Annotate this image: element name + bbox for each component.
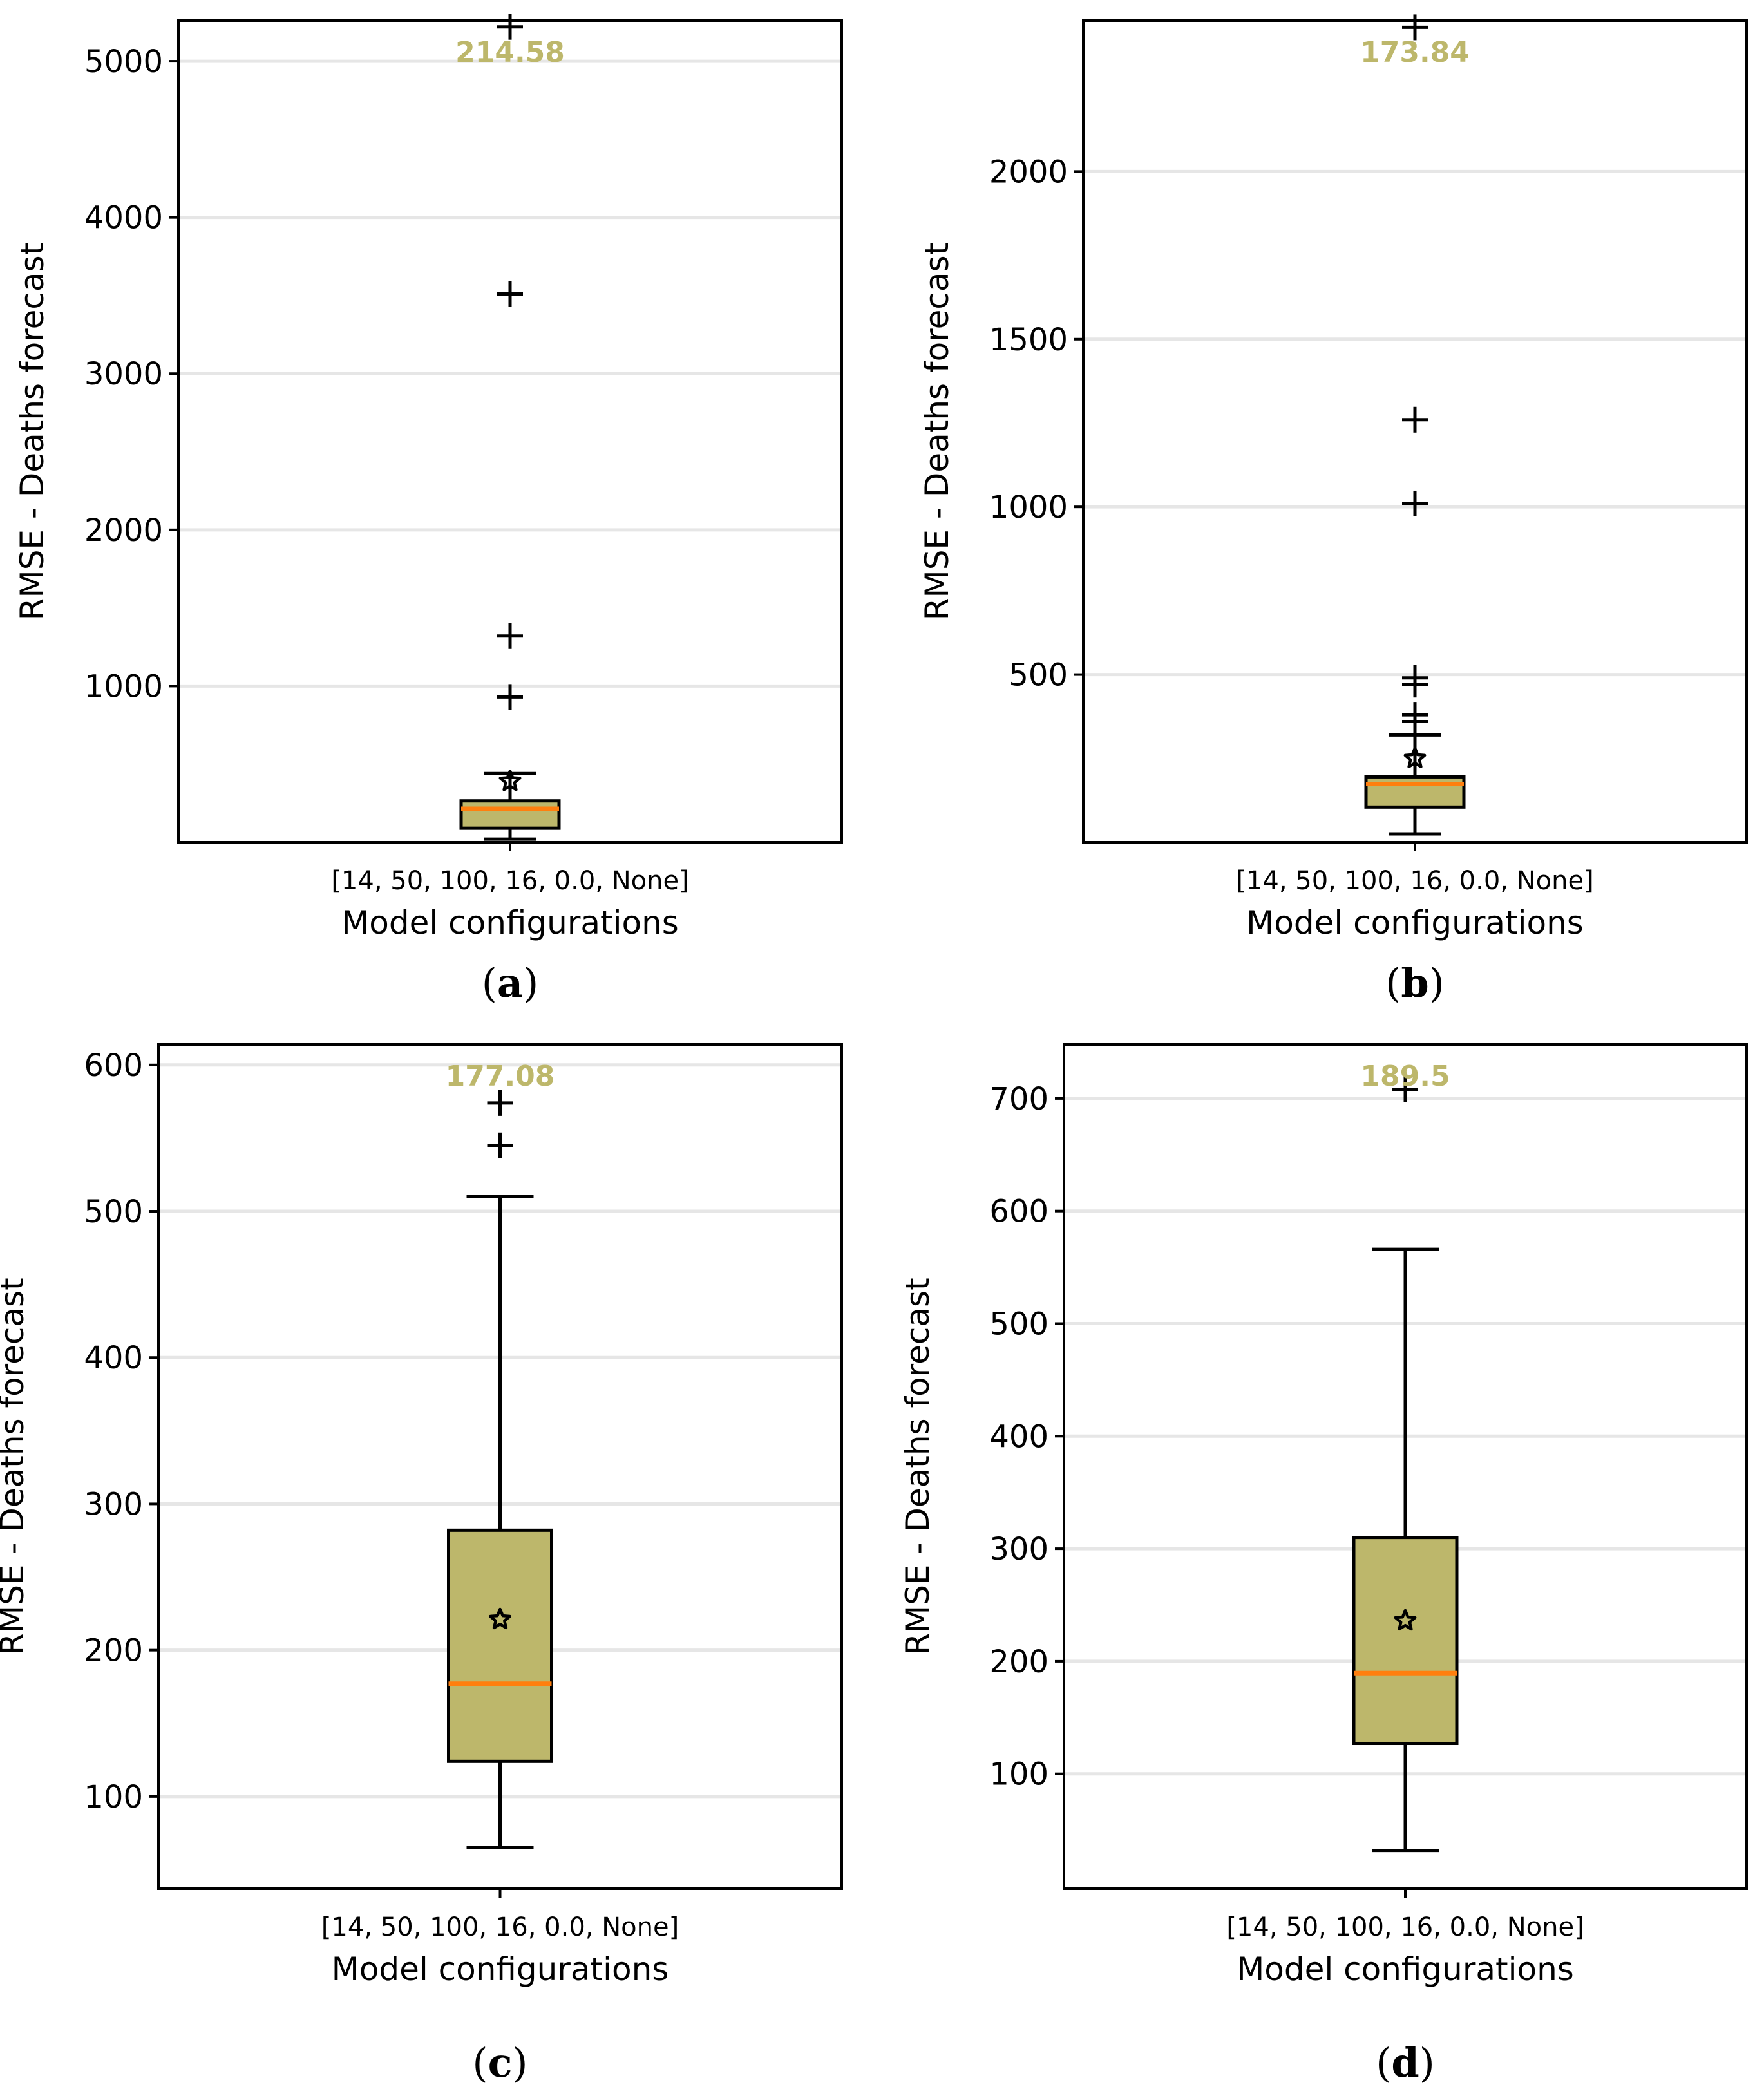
- plot-frame: [177, 19, 843, 844]
- y-axis-label: RMSE - Deaths forecast: [0, 1278, 31, 1655]
- iqr-box: [1352, 1536, 1459, 1746]
- y-tick-label: 500: [1009, 657, 1068, 694]
- y-tick-label: 100: [989, 1757, 1048, 1793]
- y-tick-label: 4000: [84, 200, 163, 236]
- mean-marker: [498, 770, 522, 791]
- outlier-marker: [497, 281, 523, 307]
- y-tick-label: 5000: [84, 44, 163, 80]
- panel-label: (c): [472, 2039, 527, 2086]
- outlier-marker: [497, 684, 523, 710]
- panel-label-letter: c: [488, 2039, 513, 2086]
- y-tick-label: 2000: [989, 154, 1068, 190]
- panel-label: (d): [1376, 2039, 1435, 2086]
- panel-label-letter: a: [497, 959, 523, 1006]
- plot-frame: [1082, 19, 1748, 844]
- y-tick-label: 300: [989, 1531, 1048, 1567]
- iqr-box: [1364, 775, 1466, 809]
- panel-label-open: (: [1376, 2039, 1391, 2086]
- x-axis-label: Model configurations: [332, 1950, 669, 1988]
- outlier-marker: [1402, 702, 1428, 728]
- chart-panel-a: 1000 2000 3000 4000 5000 [14, 50, 100, 16, 0.…: [14, 14, 843, 1006]
- outlier-marker: [1402, 490, 1428, 516]
- chart-panel-b: 500 1000 1500 2000 [14, 50, 100, 16, 0.0, No…: [918, 14, 1748, 1006]
- median-value-label: 173.84: [1360, 36, 1470, 69]
- median-value-label: 189.5: [1360, 1060, 1450, 1093]
- plot-frame: [157, 1043, 843, 1890]
- y-axis-label: RMSE - Deaths forecast: [14, 243, 51, 620]
- panel-label-letter: d: [1391, 2039, 1419, 2086]
- panel-label-close: ): [1429, 959, 1445, 1006]
- outlier-marker: [1402, 14, 1428, 41]
- y-tick-label: 1000: [989, 489, 1068, 525]
- x-tick-label: [14, 50, 100, 16, 0.0, None]: [321, 1912, 679, 1942]
- outlier-marker: [1392, 1076, 1418, 1102]
- panel-label-open: (: [1385, 959, 1401, 1006]
- outlier-marker: [1402, 665, 1428, 691]
- panel-label-letter: b: [1401, 959, 1428, 1006]
- x-axis-label: Model configurations: [1246, 904, 1584, 941]
- chart-panel-c: 100 200 300 400 500 600 [14, 50, 100, 16, 0.0,…: [0, 1043, 843, 2086]
- y-tick-label: 200: [989, 1644, 1048, 1680]
- y-axis-label: RMSE - Deaths forecast: [899, 1278, 936, 1655]
- x-tick-label: [14, 50, 100, 16, 0.0, None]: [331, 866, 688, 896]
- chart-panel-d: 100 200 300 400 500 600 700 [14, 50, 100, 16, 0…: [899, 1043, 1748, 2086]
- iqr-box: [447, 1528, 553, 1763]
- y-tick-label: 600: [84, 1048, 143, 1084]
- plot-frame: [1063, 1043, 1748, 1890]
- outlier-marker: [497, 623, 523, 649]
- iqr-box: [459, 799, 561, 830]
- median-value-label: 177.08: [446, 1060, 555, 1093]
- outlier-marker: [487, 1090, 513, 1116]
- x-axis-label: Model configurations: [341, 904, 679, 941]
- panel-label-open: (: [472, 2039, 488, 2086]
- x-axis-label: Model configurations: [1237, 1950, 1574, 1988]
- y-tick-label: 400: [84, 1340, 143, 1376]
- panel-label: (b): [1385, 959, 1445, 1006]
- y-tick-label: 300: [84, 1486, 143, 1522]
- y-tick-label: 200: [84, 1633, 143, 1669]
- y-tick-label: 700: [989, 1081, 1048, 1117]
- y-tick-label: 2000: [84, 513, 163, 549]
- y-tick-label: 500: [84, 1194, 143, 1230]
- y-tick-label: 3000: [84, 356, 163, 392]
- mean-marker: [489, 1607, 511, 1630]
- outlier-marker: [1402, 406, 1428, 433]
- mean-marker: [1394, 1609, 1417, 1631]
- panel-label-open: (: [482, 959, 497, 1006]
- y-tick-label: 1000: [84, 668, 163, 704]
- y-tick-label: 600: [989, 1194, 1048, 1230]
- panel-label-close: ): [512, 2039, 527, 2086]
- x-tick-label: [14, 50, 100, 16, 0.0, None]: [1236, 866, 1593, 896]
- outlier-marker: [487, 1132, 513, 1158]
- x-tick-label: [14, 50, 100, 16, 0.0, None]: [1226, 1912, 1584, 1942]
- median-value-label: 214.58: [455, 36, 565, 69]
- y-axis-label: RMSE - Deaths forecast: [918, 243, 956, 620]
- panel-label-close: ): [1419, 2039, 1435, 2086]
- panel-label-close: ): [523, 959, 538, 1006]
- y-tick-label: 1500: [989, 322, 1068, 358]
- y-tick-label: 500: [989, 1307, 1048, 1343]
- y-tick-label: 400: [989, 1419, 1048, 1455]
- panel-label: (a): [482, 959, 539, 1006]
- y-tick-label: 100: [84, 1779, 143, 1815]
- outlier-marker: [497, 14, 523, 40]
- mean-marker: [1403, 746, 1427, 768]
